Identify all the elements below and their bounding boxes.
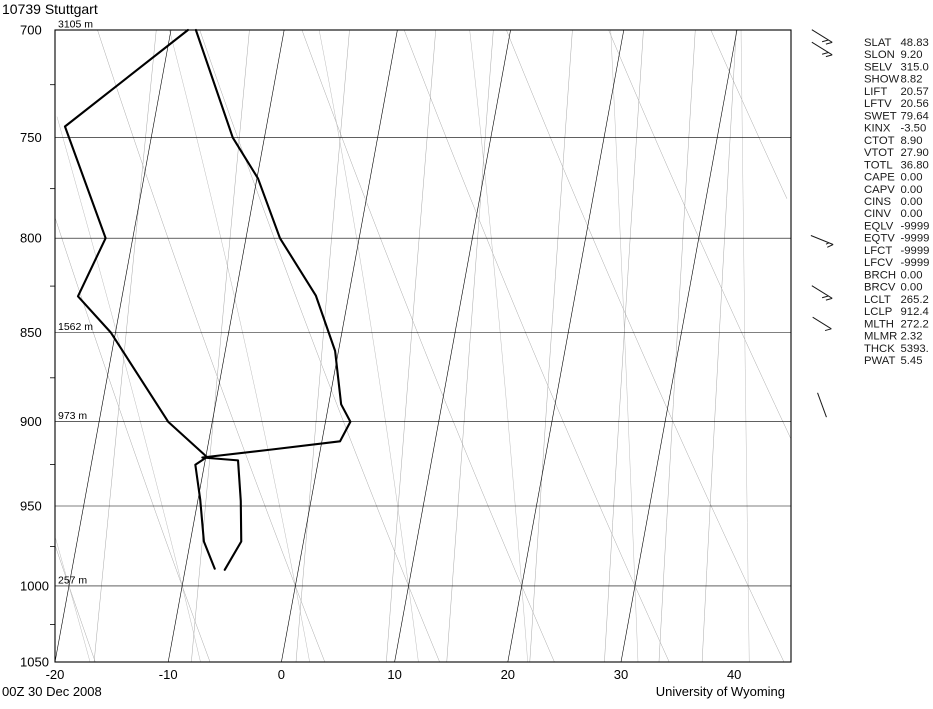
svg-text:8.90: 8.90 (901, 135, 923, 147)
svg-text:LFTV: LFTV (864, 98, 892, 110)
svg-text:-9999: -9999 (901, 233, 930, 245)
svg-text:0.00: 0.00 (901, 269, 923, 281)
svg-text:MLTH: MLTH (864, 318, 894, 330)
svg-text:SLAT: SLAT (864, 37, 892, 49)
svg-text:10: 10 (387, 667, 401, 682)
svg-text:TOTL: TOTL (864, 159, 893, 171)
svg-text:27.90: 27.90 (901, 147, 929, 159)
svg-text:VTOT: VTOT (864, 147, 894, 159)
svg-text:850: 850 (20, 325, 42, 340)
svg-text:9.20: 9.20 (901, 49, 923, 61)
svg-text:-10: -10 (159, 667, 178, 682)
svg-text:LCLT: LCLT (864, 294, 891, 306)
svg-text:800: 800 (20, 231, 42, 246)
svg-text:THCK: THCK (864, 343, 895, 355)
svg-text:20.56: 20.56 (901, 98, 929, 110)
svg-text:LCLP: LCLP (864, 306, 892, 318)
svg-text:CINV: CINV (864, 208, 891, 220)
svg-text:0.00: 0.00 (901, 172, 923, 184)
svg-text:KINX: KINX (864, 123, 891, 135)
svg-text:5.45: 5.45 (901, 355, 923, 367)
svg-text:700: 700 (20, 23, 42, 38)
svg-text:1050: 1050 (20, 655, 49, 670)
svg-text:CAPE: CAPE (864, 172, 895, 184)
svg-text:SELV: SELV (864, 62, 893, 74)
svg-text:LIFT: LIFT (864, 86, 887, 98)
svg-text:SLON: SLON (864, 49, 895, 61)
svg-text:EQLV: EQLV (864, 221, 894, 233)
svg-text:0.00: 0.00 (901, 282, 923, 294)
svg-text:79.64: 79.64 (901, 110, 929, 122)
svg-text:973 m: 973 m (58, 410, 87, 422)
svg-text:8.82: 8.82 (901, 74, 923, 86)
svg-text:EQTV: EQTV (864, 233, 895, 245)
svg-text:2.32: 2.32 (901, 331, 923, 343)
svg-text:-9999: -9999 (901, 221, 930, 233)
svg-text:30: 30 (614, 667, 628, 682)
svg-text:900: 900 (20, 414, 42, 429)
svg-text:CTOT: CTOT (864, 135, 895, 147)
svg-text:36.80: 36.80 (901, 159, 929, 171)
svg-text:0.00: 0.00 (901, 196, 923, 208)
svg-text:-3.50: -3.50 (901, 123, 927, 135)
svg-text:LFCV: LFCV (864, 257, 893, 269)
svg-text:0: 0 (278, 667, 285, 682)
svg-text:-9999: -9999 (901, 257, 930, 269)
svg-text:265.2: 265.2 (901, 294, 929, 306)
svg-text:20.57: 20.57 (901, 86, 929, 98)
svg-text:10739 Stuttgart: 10739 Stuttgart (2, 1, 98, 17)
svg-text:40: 40 (727, 667, 741, 682)
svg-text:LFCT: LFCT (864, 245, 892, 257)
svg-text:950: 950 (20, 499, 42, 514)
svg-text:BRCH: BRCH (864, 269, 896, 281)
svg-text:3105 m: 3105 m (58, 19, 93, 31)
svg-text:-20: -20 (46, 667, 65, 682)
svg-text:00Z 30 Dec 2008: 00Z 30 Dec 2008 (2, 684, 102, 699)
svg-text:272.2: 272.2 (901, 318, 929, 330)
svg-text:BRCV: BRCV (864, 282, 896, 294)
svg-text:-9999: -9999 (901, 245, 930, 257)
svg-text:315.0: 315.0 (901, 62, 929, 74)
svg-text:University of Wyoming: University of Wyoming (656, 684, 785, 699)
svg-text:1562 m: 1562 m (58, 321, 93, 333)
svg-text:SWET: SWET (864, 110, 897, 122)
svg-text:257 m: 257 m (58, 574, 87, 586)
svg-text:0.00: 0.00 (901, 208, 923, 220)
svg-text:750: 750 (20, 130, 42, 145)
svg-text:CAPV: CAPV (864, 184, 895, 196)
svg-text:20: 20 (501, 667, 515, 682)
svg-text:5393.: 5393. (901, 343, 929, 355)
svg-text:0.00: 0.00 (901, 184, 923, 196)
svg-text:912.4: 912.4 (901, 306, 929, 318)
svg-text:1000: 1000 (20, 578, 49, 593)
svg-text:48.83: 48.83 (901, 37, 929, 49)
svg-text:PWAT: PWAT (864, 355, 895, 367)
svg-text:MLMR: MLMR (864, 331, 897, 343)
svg-text:CINS: CINS (864, 196, 891, 208)
svg-text:SHOW: SHOW (864, 74, 899, 86)
